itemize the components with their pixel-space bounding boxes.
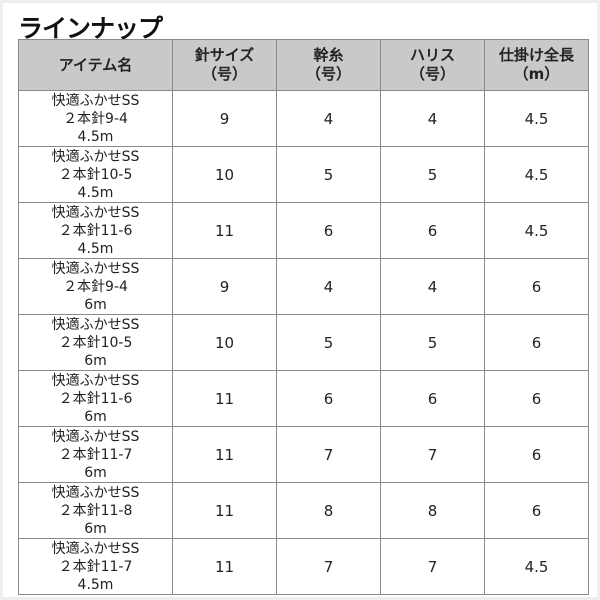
length-cell: 6 (484, 314, 589, 371)
column-header-text: 幹糸 (313, 46, 344, 64)
item-name-line: 快適ふかせSS (51, 148, 140, 165)
page-panel: ラインナップ アイテム名 針サイズ （号） 幹糸 （号） ハリス （号） 仕掛け全長 （m） 快… (3, 3, 597, 597)
item-name-cell: 快適ふかせSS ２本針11-6 6m (18, 370, 173, 427)
item-name-line: 快適ふかせSS (51, 316, 140, 333)
item-name-cell: 快適ふかせSS ２本針11-6 4.5m (18, 202, 173, 259)
item-name-line: 4.5m (77, 576, 114, 593)
lineup-table: アイテム名 針サイズ （号） 幹糸 （号） ハリス （号） 仕掛け全長 （m） 快適ふかせSS ２… (18, 39, 589, 595)
item-name-line: 快適ふかせSS (51, 260, 140, 277)
item-name-line: 4.5m (77, 240, 114, 257)
length-cell: 4.5 (484, 90, 589, 147)
hook-cell: 11 (172, 538, 277, 595)
item-name-line: 快適ふかせSS (51, 540, 140, 557)
main-cell: 4 (276, 90, 381, 147)
table-row: 快適ふかせSS ２本針11-8 6m 11 8 8 6 (18, 482, 589, 539)
table-row: 快適ふかせSS ２本針11-7 4.5m 11 7 7 4.5 (18, 538, 589, 595)
item-name-line: 快適ふかせSS (51, 428, 140, 445)
item-name-line: 6m (84, 352, 107, 369)
item-name-line: 6m (84, 296, 107, 313)
column-header-text: アイテム名 (58, 55, 133, 74)
main-cell: 5 (276, 146, 381, 203)
table-row: 快適ふかせSS ２本針10-5 6m 10 5 5 6 (18, 314, 589, 371)
item-name-line: 快適ふかせSS (51, 92, 140, 109)
length-cell: 6 (484, 426, 589, 483)
hook-cell: 10 (172, 314, 277, 371)
item-name-cell: 快適ふかせSS ２本針11-7 6m (18, 426, 173, 483)
hook-cell: 10 (172, 146, 277, 203)
main-cell: 6 (276, 202, 381, 259)
harisu-cell: 7 (380, 426, 485, 483)
column-header-text: （号） (201, 65, 247, 83)
item-name-line: 6m (84, 520, 107, 537)
main-cell: 7 (276, 426, 381, 483)
column-header-text: （号） (305, 65, 351, 83)
column-header: ハリス （号） (380, 39, 485, 91)
column-header: 幹糸 （号） (276, 39, 381, 91)
hook-cell: 11 (172, 202, 277, 259)
column-header-text: 針サイズ (194, 46, 255, 64)
length-cell: 4.5 (484, 202, 589, 259)
column-header: 仕掛け全長 （m） (484, 39, 589, 91)
item-name-cell: 快適ふかせSS ２本針11-7 4.5m (18, 538, 173, 595)
column-header-text: （号） (409, 65, 455, 83)
item-name-line: 快適ふかせSS (51, 484, 140, 501)
table-row: 快適ふかせSS ２本針11-6 4.5m 11 6 6 4.5 (18, 202, 589, 259)
item-name-line: ２本針11-6 (58, 390, 133, 407)
item-name-line: ２本針11-7 (58, 558, 133, 575)
item-name-line: ２本針9-4 (63, 110, 128, 127)
hook-cell: 11 (172, 426, 277, 483)
item-name-line: 6m (84, 408, 107, 425)
hook-cell: 11 (172, 482, 277, 539)
column-header: 針サイズ （号） (172, 39, 277, 91)
item-name-line: ２本針11-6 (58, 222, 133, 239)
item-name-cell: 快適ふかせSS ２本針9-4 6m (18, 258, 173, 315)
length-cell: 6 (484, 482, 589, 539)
page-title: ラインナップ (18, 14, 163, 43)
length-cell: 6 (484, 258, 589, 315)
table-row: 快適ふかせSS ２本針10-5 4.5m 10 5 5 4.5 (18, 146, 589, 203)
column-header-text: 仕掛け全長 (498, 46, 574, 64)
table-row: 快適ふかせSS ２本針11-6 6m 11 6 6 6 (18, 370, 589, 427)
item-name-line: ２本針11-7 (58, 446, 133, 463)
item-name-line: 4.5m (77, 128, 114, 145)
column-header-text: （m） (513, 65, 560, 83)
main-cell: 5 (276, 314, 381, 371)
item-name-line: 4.5m (77, 184, 114, 201)
item-name-cell: 快適ふかせSS ２本針10-5 6m (18, 314, 173, 371)
item-name-line: ２本針10-5 (58, 334, 133, 351)
item-name-line: 6m (84, 464, 107, 481)
main-cell: 8 (276, 482, 381, 539)
main-cell: 7 (276, 538, 381, 595)
length-cell: 6 (484, 370, 589, 427)
hook-cell: 11 (172, 370, 277, 427)
item-name-cell: 快適ふかせSS ２本針9-4 4.5m (18, 90, 173, 147)
table-row: 快適ふかせSS ２本針9-4 6m 9 4 4 6 (18, 258, 589, 315)
column-header-text: ハリス (409, 46, 455, 64)
hook-cell: 9 (172, 90, 277, 147)
item-name-line: 快適ふかせSS (51, 204, 140, 221)
harisu-cell: 5 (380, 314, 485, 371)
harisu-cell: 8 (380, 482, 485, 539)
harisu-cell: 4 (380, 258, 485, 315)
harisu-cell: 6 (380, 370, 485, 427)
column-header: アイテム名 (18, 39, 173, 91)
item-name-cell: 快適ふかせSS ２本針11-8 6m (18, 482, 173, 539)
main-cell: 4 (276, 258, 381, 315)
table-header-row: アイテム名 針サイズ （号） 幹糸 （号） ハリス （号） 仕掛け全長 （m） (18, 39, 589, 91)
table-row: 快適ふかせSS ２本針11-7 6m 11 7 7 6 (18, 426, 589, 483)
harisu-cell: 7 (380, 538, 485, 595)
harisu-cell: 4 (380, 90, 485, 147)
main-cell: 6 (276, 370, 381, 427)
length-cell: 4.5 (484, 538, 589, 595)
item-name-line: ２本針9-4 (63, 278, 128, 295)
item-name-line: ２本針11-8 (58, 502, 133, 519)
item-name-line: 快適ふかせSS (51, 372, 140, 389)
item-name-line: ２本針10-5 (58, 166, 133, 183)
harisu-cell: 6 (380, 202, 485, 259)
item-name-cell: 快適ふかせSS ２本針10-5 4.5m (18, 146, 173, 203)
table-row: 快適ふかせSS ２本針9-4 4.5m 9 4 4 4.5 (18, 90, 589, 147)
length-cell: 4.5 (484, 146, 589, 203)
hook-cell: 9 (172, 258, 277, 315)
harisu-cell: 5 (380, 146, 485, 203)
